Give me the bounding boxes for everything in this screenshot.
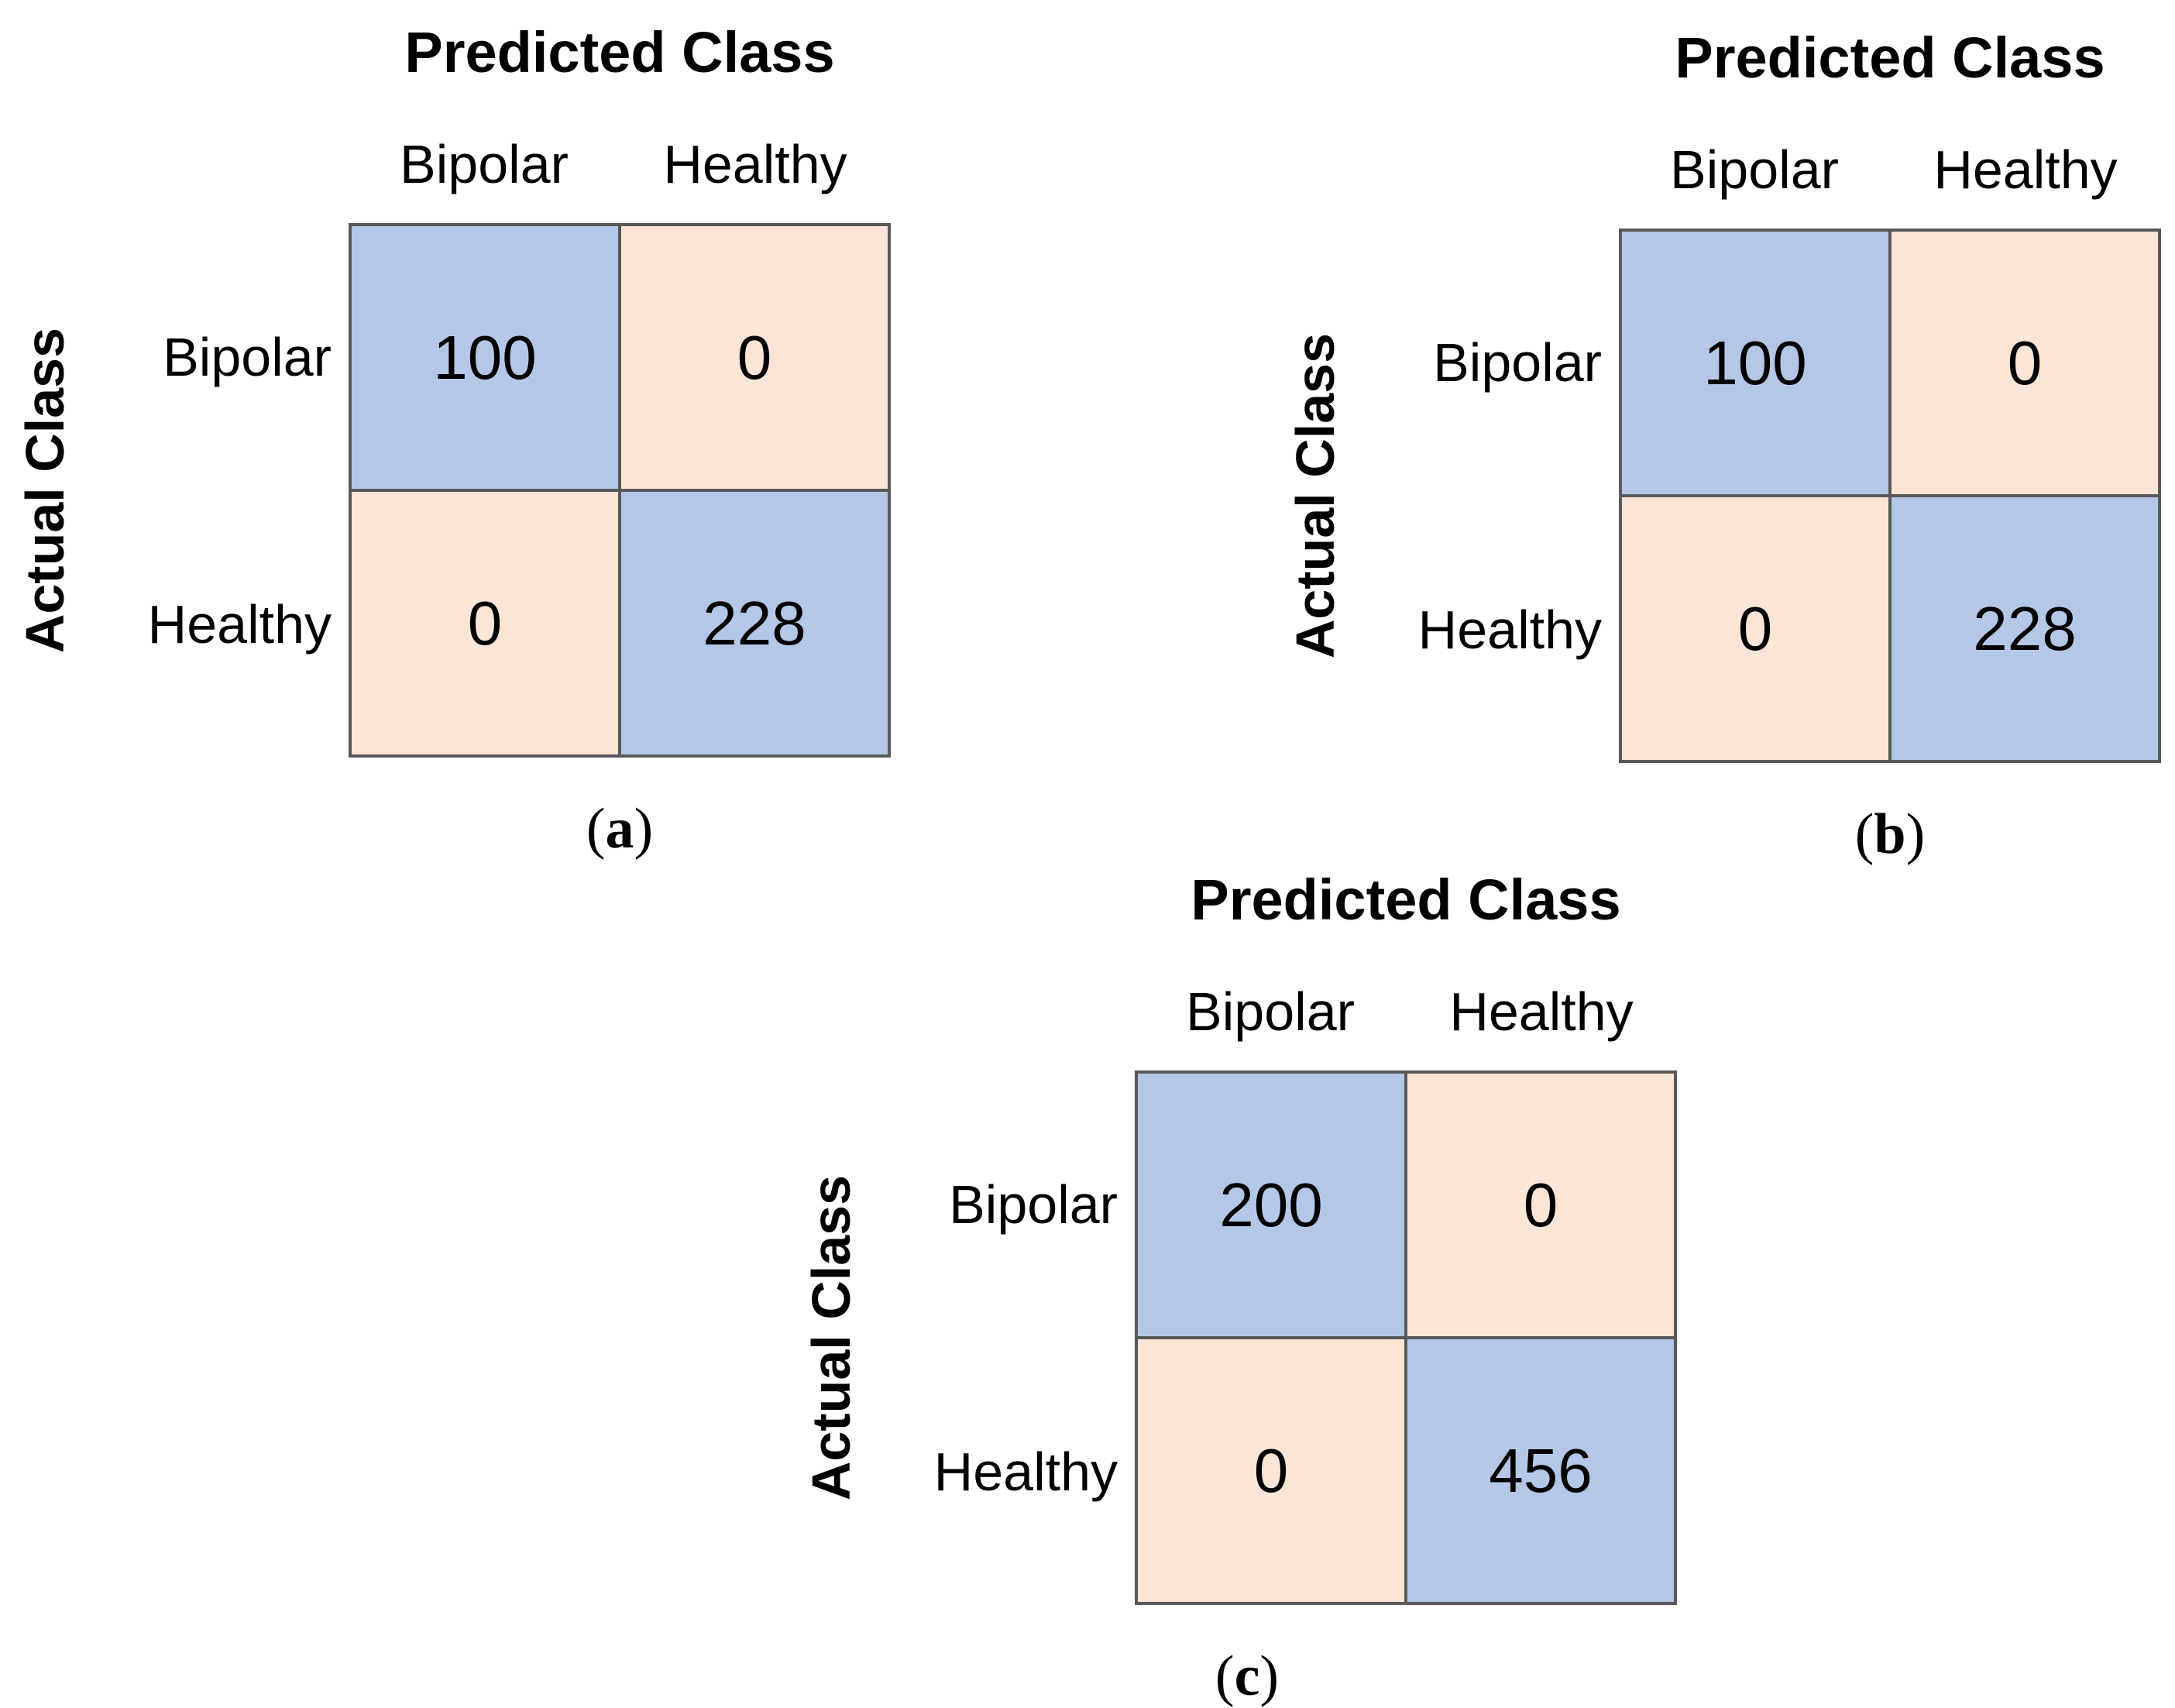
col-header-healthy: Healthy (1933, 139, 2118, 200)
confusion-matrix-a: Predicted Class Bipolar Healthy Actual C… (0, 0, 891, 861)
cell-healthy-bipolar: 0 (1622, 497, 1888, 760)
predicted-class-title: Predicted Class (1675, 26, 2105, 90)
column-headers: Bipolar Healthy (1135, 952, 1677, 1071)
confusion-matrix-c: Predicted Class Bipolar Healthy Actual C… (786, 847, 1677, 1708)
col-header-bipolar: Bipolar (1186, 981, 1355, 1042)
column-headers: Bipolar Healthy (349, 105, 891, 223)
row-headers: Bipolar Healthy (1359, 229, 1619, 763)
cell-bipolar-bipolar: 100 (1622, 232, 1888, 494)
actual-class-axis: Actual Class (1270, 229, 1359, 763)
actual-class-label: Actual Class (1284, 332, 1345, 659)
predicted-class-title: Predicted Class (404, 20, 835, 84)
actual-class-label: Actual Class (14, 327, 75, 654)
row-header-bipolar: Bipolar (949, 1174, 1118, 1235)
panel-caption-c: (c) (976, 1644, 1518, 1708)
caption-paren-open: ( (1215, 1644, 1235, 1708)
row-header-healthy: Healthy (147, 593, 332, 655)
actual-class-axis: Actual Class (786, 1071, 875, 1605)
row-header-healthy: Healthy (1417, 599, 1602, 660)
caption-letter: a (605, 797, 634, 861)
col-header-healthy: Healthy (1449, 981, 1634, 1042)
row-header-bipolar: Bipolar (163, 326, 332, 387)
col-header-bipolar: Bipolar (400, 133, 569, 194)
actual-class-axis: Actual Class (0, 223, 89, 758)
col-header-bipolar: Bipolar (1670, 139, 1839, 200)
actual-class-label: Actual Class (800, 1174, 861, 1501)
cell-healthy-healthy: 456 (1407, 1339, 1674, 1602)
caption-paren-open: ( (586, 797, 606, 861)
cell-bipolar-healthy: 0 (621, 226, 888, 489)
row-header-healthy: Healthy (933, 1441, 1118, 1502)
cell-bipolar-bipolar: 200 (1138, 1074, 1404, 1336)
cell-healthy-bipolar: 0 (352, 492, 618, 754)
cell-healthy-healthy: 228 (621, 492, 888, 754)
cell-healthy-healthy: 228 (1892, 497, 2158, 760)
col-header-healthy: Healthy (663, 133, 847, 194)
cell-bipolar-bipolar: 100 (352, 226, 618, 489)
matrix-grid: 100 0 0 228 (349, 223, 891, 758)
caption-paren-close: ) (634, 797, 654, 861)
caption-paren-close: ) (1259, 1644, 1280, 1708)
cell-bipolar-healthy: 0 (1407, 1074, 1674, 1336)
row-headers: Bipolar Healthy (89, 223, 349, 758)
matrix-grid: 100 0 0 228 (1619, 229, 2161, 763)
predicted-class-title: Predicted Class (1191, 868, 1621, 932)
caption-letter: b (1874, 802, 1906, 866)
cell-healthy-bipolar: 0 (1138, 1339, 1404, 1602)
caption-paren-close: ) (1905, 802, 1926, 866)
confusion-matrix-b: Predicted Class Bipolar Healthy Actual C… (1270, 5, 2161, 866)
caption-paren-open: ( (1854, 802, 1874, 866)
row-headers: Bipolar Healthy (875, 1071, 1135, 1605)
cell-bipolar-healthy: 0 (1892, 232, 2158, 494)
panel-caption-a: (a) (349, 797, 891, 861)
panel-caption-b: (b) (1619, 802, 2161, 866)
column-headers: Bipolar Healthy (1619, 110, 2161, 229)
caption-letter: c (1234, 1644, 1260, 1708)
row-header-bipolar: Bipolar (1433, 332, 1602, 393)
matrix-grid: 200 0 0 456 (1135, 1071, 1677, 1605)
